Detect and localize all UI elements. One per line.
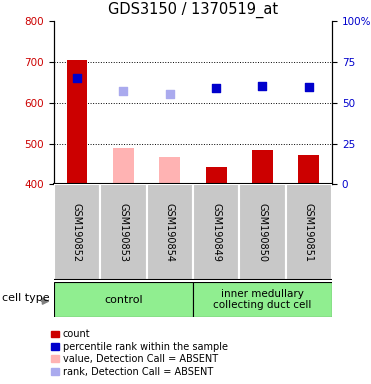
Text: cell type: cell type — [2, 293, 49, 303]
Point — [167, 91, 173, 97]
Text: GSM190849: GSM190849 — [211, 203, 221, 262]
Title: GDS3150 / 1370519_at: GDS3150 / 1370519_at — [108, 2, 278, 18]
Text: control: control — [104, 295, 143, 305]
Text: GSM190853: GSM190853 — [118, 203, 128, 262]
Point — [213, 85, 219, 91]
Text: inner medullary
collecting duct cell: inner medullary collecting duct cell — [213, 289, 312, 310]
Point — [259, 83, 265, 89]
Text: GSM190850: GSM190850 — [257, 203, 267, 262]
FancyBboxPatch shape — [239, 184, 286, 280]
Point — [306, 84, 312, 90]
Bar — [159, 157, 180, 184]
Text: GSM190851: GSM190851 — [304, 203, 314, 262]
FancyBboxPatch shape — [193, 184, 239, 280]
Bar — [66, 60, 88, 184]
Point — [74, 75, 80, 81]
FancyBboxPatch shape — [54, 282, 193, 317]
Text: GSM190852: GSM190852 — [72, 203, 82, 262]
FancyBboxPatch shape — [193, 282, 332, 317]
Legend: count, percentile rank within the sample, value, Detection Call = ABSENT, rank, : count, percentile rank within the sample… — [51, 329, 228, 377]
FancyBboxPatch shape — [100, 184, 147, 280]
FancyBboxPatch shape — [147, 184, 193, 280]
Text: GSM190854: GSM190854 — [165, 203, 175, 262]
Bar — [298, 156, 319, 184]
FancyBboxPatch shape — [286, 184, 332, 280]
Bar — [113, 147, 134, 184]
FancyBboxPatch shape — [54, 184, 100, 280]
Bar — [206, 167, 227, 184]
Bar — [252, 150, 273, 184]
Point — [120, 88, 126, 94]
